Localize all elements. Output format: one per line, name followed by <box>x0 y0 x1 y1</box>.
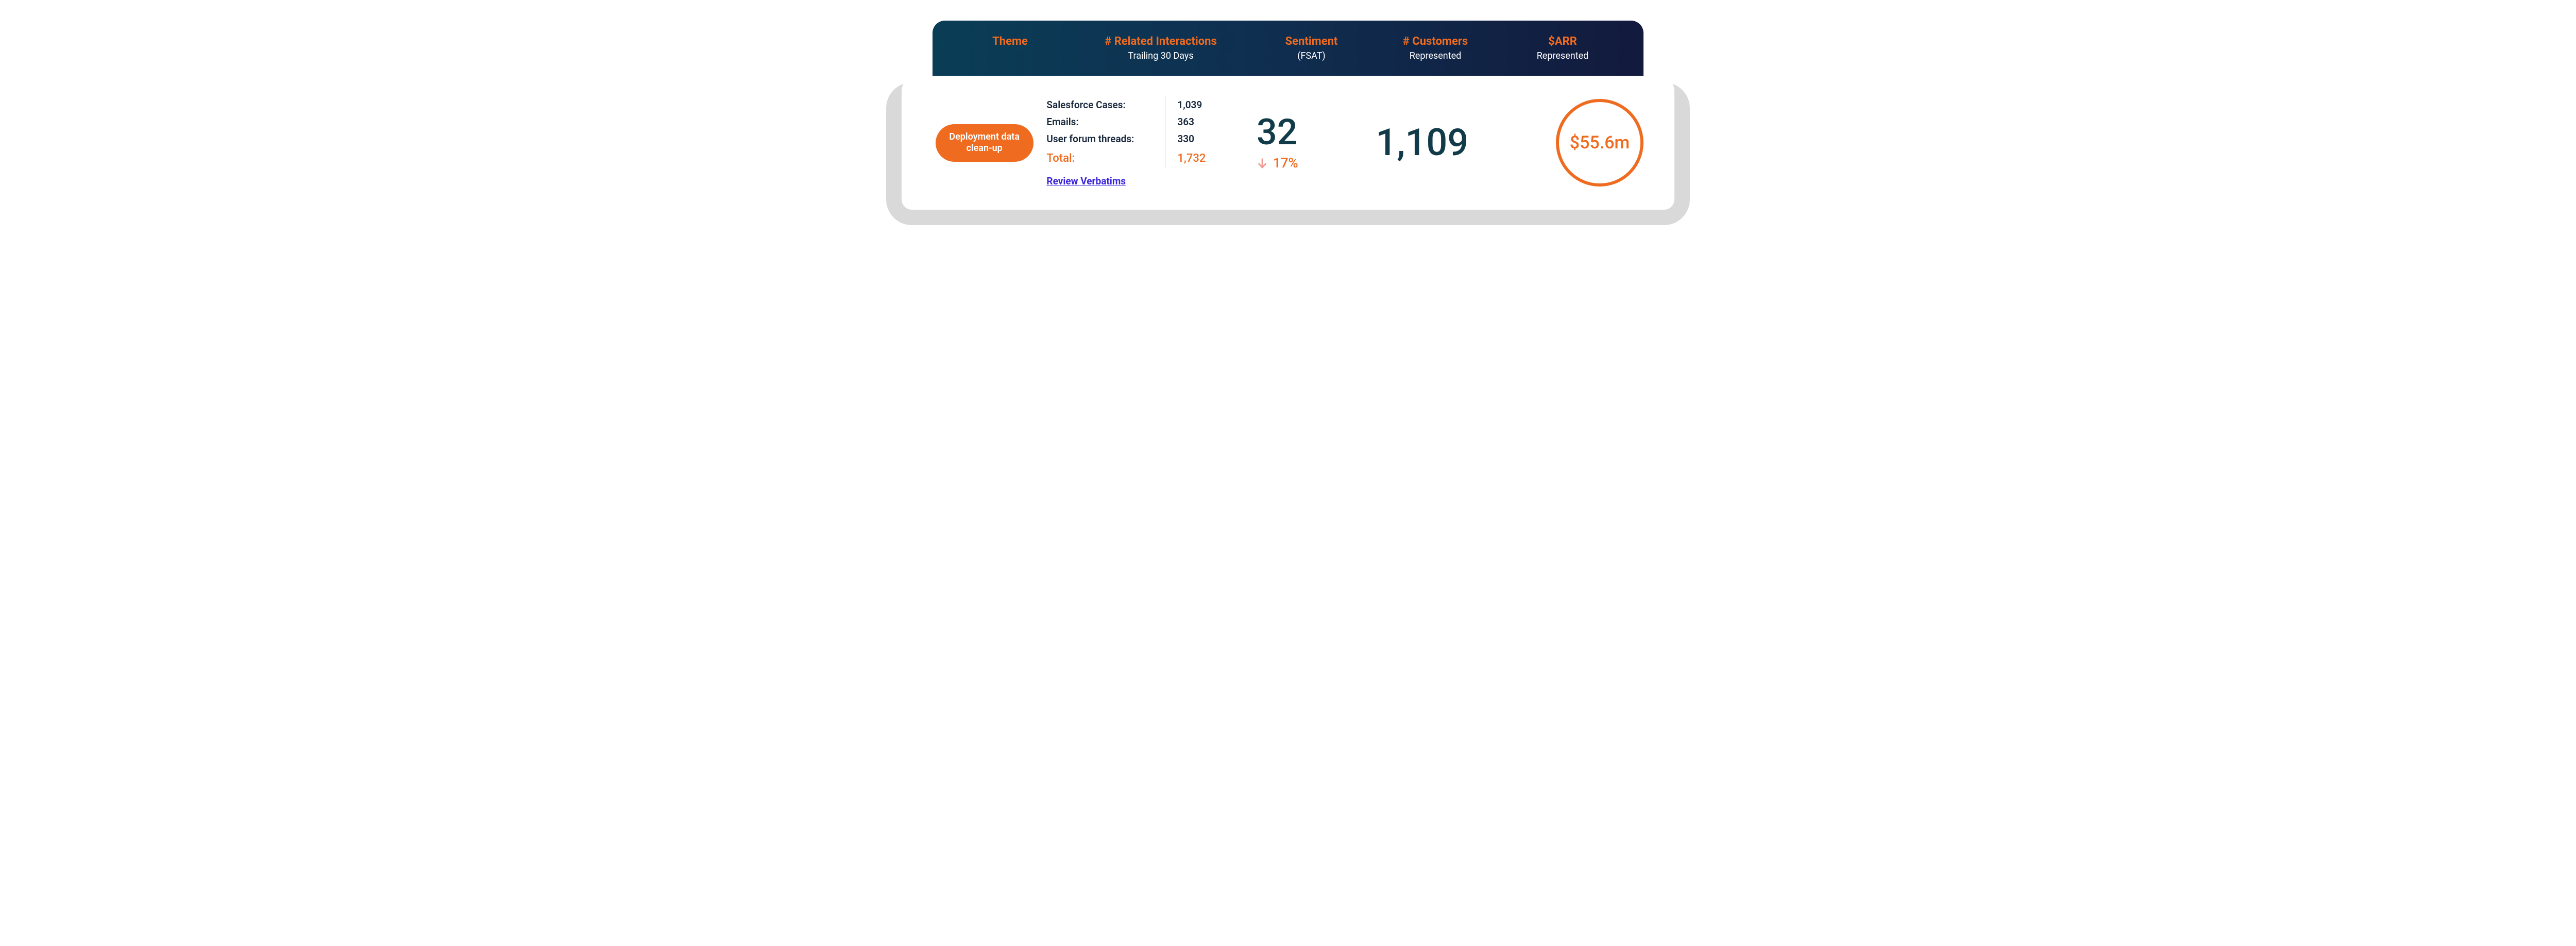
header-theme: Theme <box>953 35 1067 48</box>
interaction-value: 1,039 <box>1177 99 1222 111</box>
header-customers: # Customers Represented <box>1368 35 1502 61</box>
arr-value: $55.6m <box>1570 132 1630 153</box>
header-arr-label: $ARR <box>1502 35 1623 48</box>
interaction-total-label: Total: <box>1046 152 1165 165</box>
theme-pill[interactable]: Deployment data clean-up <box>936 124 1033 162</box>
dashboard-row-card: Theme # Related Interactions Trailing 30… <box>902 21 1674 210</box>
theme-cell: Deployment data clean-up <box>922 124 1046 162</box>
customers-cell: 1,109 <box>1376 124 1522 161</box>
interactions-block: Salesforce Cases: Emails: User forum thr… <box>1046 97 1222 189</box>
header-arr: $ARR Represented <box>1502 35 1623 61</box>
column-header-bar: Theme # Related Interactions Trailing 30… <box>933 21 1643 76</box>
header-theme-label: Theme <box>953 35 1067 48</box>
sentiment-delta-text: 17% <box>1273 156 1298 171</box>
customers-value: 1,109 <box>1376 124 1468 161</box>
interactions-cell: Salesforce Cases: Emails: User forum thr… <box>1046 97 1251 189</box>
header-sentiment-label: Sentiment <box>1255 35 1368 48</box>
theme-name: Deployment data clean-up <box>949 131 1020 154</box>
sentiment-value: 32 <box>1257 114 1298 150</box>
arr-cell: $55.6m <box>1522 99 1654 187</box>
interaction-total-value: 1,732 <box>1177 152 1222 165</box>
arrow-down-icon <box>1257 158 1268 169</box>
row-body: Deployment data clean-up Salesforce Case… <box>902 76 1674 210</box>
sentiment-cell: 32 17% <box>1251 114 1376 171</box>
arr-circle: $55.6m <box>1556 99 1643 187</box>
header-arr-sub: Represented <box>1502 50 1623 61</box>
header-sentiment-sub: (FSAT) <box>1255 50 1368 61</box>
header-customers-sub: Represented <box>1368 50 1502 61</box>
header-interactions-sub: Trailing 30 Days <box>1067 50 1255 61</box>
interaction-label: User forum threads: <box>1046 133 1165 145</box>
sentiment-delta: 17% <box>1257 156 1298 171</box>
header-interactions: # Related Interactions Trailing 30 Days <box>1067 35 1255 61</box>
header-interactions-label: # Related Interactions <box>1067 35 1255 48</box>
interaction-label: Emails: <box>1046 116 1165 128</box>
interaction-value: 363 <box>1177 116 1222 128</box>
interaction-label: Salesforce Cases: <box>1046 99 1165 111</box>
header-sentiment: Sentiment (FSAT) <box>1255 35 1368 61</box>
review-verbatims-link[interactable]: Review Verbatims <box>1046 175 1126 187</box>
interaction-value: 330 <box>1177 133 1222 145</box>
header-customers-label: # Customers <box>1368 35 1502 48</box>
